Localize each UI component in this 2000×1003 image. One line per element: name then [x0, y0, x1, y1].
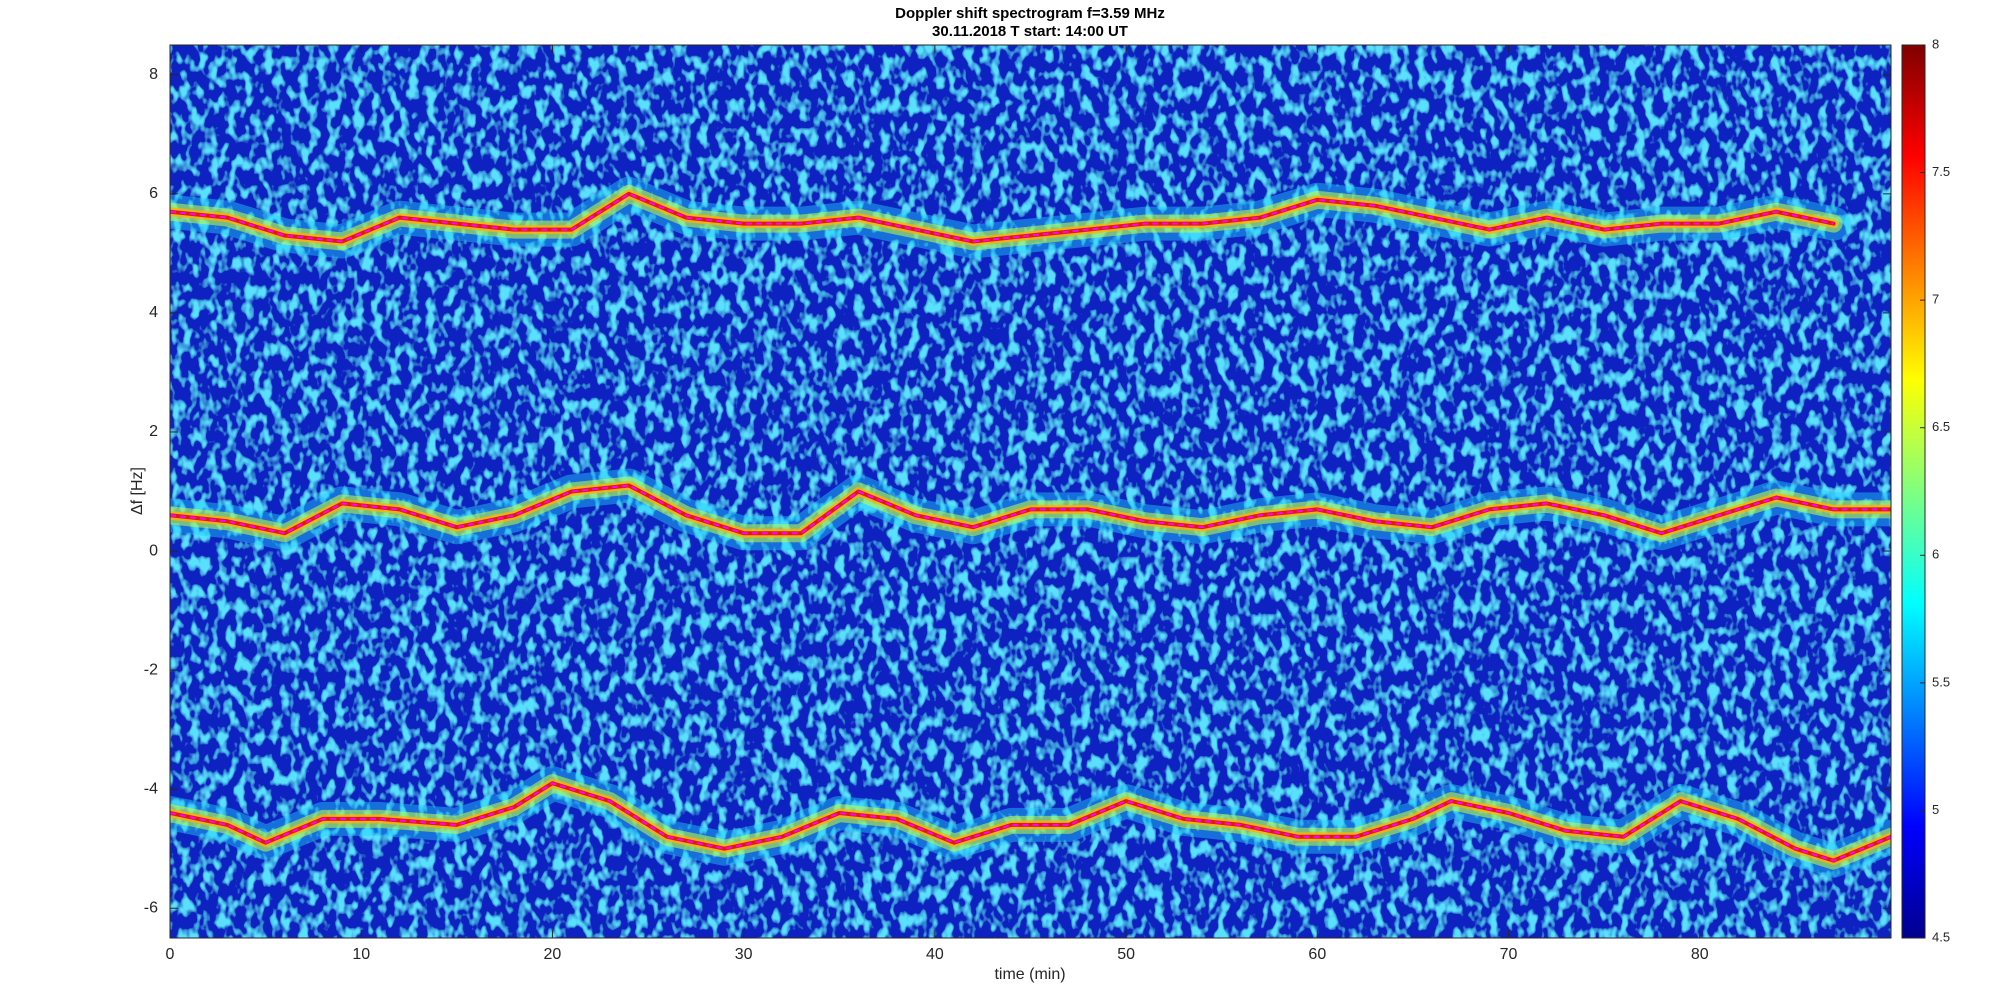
y-tick-label: -4	[144, 780, 158, 797]
y-axis-label: Δf [Hz]	[129, 467, 146, 515]
y-tick-label: 2	[149, 423, 158, 440]
y-tick-label: 8	[149, 66, 158, 83]
y-tick-label: -2	[144, 661, 158, 678]
colorbar	[1901, 44, 1926, 939]
x-tick-label: 30	[735, 946, 753, 963]
x-tick-label: 70	[1500, 946, 1518, 963]
x-tick-label: 40	[926, 946, 944, 963]
colorbar-tick-label: 4.5	[1932, 929, 1950, 944]
colorbar-tick-label: 6.5	[1932, 419, 1950, 434]
colorbar-tick-label: 7	[1932, 292, 1939, 307]
colorbar-tick-label: 8	[1932, 36, 1939, 51]
x-axis-label: time (min)	[994, 966, 1065, 983]
colorbar-tick-label: 6	[1932, 547, 1939, 562]
chart-title: Doppler shift spectrogram f=3.59 MHz	[895, 5, 1165, 22]
x-tick-label: 0	[166, 946, 175, 963]
x-tick-label: 50	[1117, 946, 1135, 963]
x-tick-label: 20	[544, 946, 562, 963]
x-tick-label: 80	[1691, 946, 1709, 963]
chart-subtitle: 30.11.2018 T start: 14:00 UT	[932, 23, 1128, 40]
x-tick-label: 10	[352, 946, 370, 963]
y-tick-label: 4	[149, 304, 158, 321]
y-tick-label: 6	[149, 185, 158, 202]
trace-line	[170, 192, 1834, 243]
plot-frame	[169, 44, 1892, 939]
colorbar-tick-label: 5.5	[1932, 674, 1950, 689]
y-tick-label: -6	[144, 899, 158, 916]
trace-line	[170, 484, 1891, 535]
y-tick-label: 0	[149, 542, 158, 559]
trace-line	[170, 782, 1891, 862]
traces	[170, 176, 1891, 878]
x-tick-label: 60	[1308, 946, 1326, 963]
colorbar-tick-label: 7.5	[1932, 164, 1950, 179]
colorbar-tick-label: 5	[1932, 802, 1939, 817]
spectrogram-background	[170, 45, 1891, 938]
